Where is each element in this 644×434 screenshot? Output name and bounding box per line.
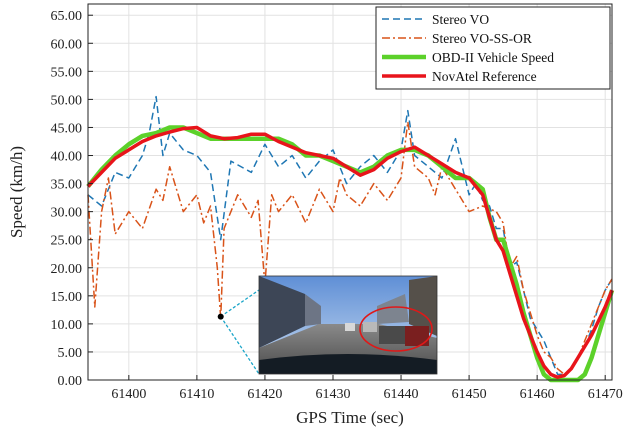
inset-border bbox=[258, 275, 438, 375]
y-tick-label: 55.00 bbox=[51, 65, 83, 80]
y-tick-label: 40.00 bbox=[51, 150, 83, 165]
inset-building-left-far bbox=[305, 294, 321, 326]
y-tick-label: 60.00 bbox=[51, 37, 83, 52]
x-tick-label: 61470 bbox=[588, 387, 623, 402]
x-tick-label: 61460 bbox=[520, 387, 555, 402]
stereo-vo-ss-or-line bbox=[87, 121, 613, 376]
callout-line-top bbox=[220, 289, 260, 318]
stereo-vo-line bbox=[87, 95, 613, 376]
y-tick-label: 5.00 bbox=[58, 346, 83, 361]
y-tick-label: 65.00 bbox=[51, 9, 83, 24]
inset-building-left bbox=[259, 276, 305, 348]
y-axis-label: Speed (km/h) bbox=[7, 146, 26, 238]
event-marker bbox=[217, 313, 224, 320]
y-tick-label: 10.00 bbox=[51, 318, 83, 333]
axis-ticks: 0.00 5.00 10.00 15.00 20.00 25.00 30.00 35.00 40… bbox=[51, 9, 623, 402]
x-tick-label: 61450 bbox=[452, 387, 487, 402]
y-tick-label: 35.00 bbox=[51, 178, 83, 193]
legend-label-stereo-vo: Stereo VO bbox=[432, 12, 489, 27]
legend-label-novatel-reference: NovAtel Reference bbox=[432, 69, 537, 84]
x-tick-label: 61430 bbox=[315, 387, 350, 402]
y-tick-label: 15.00 bbox=[51, 290, 83, 305]
legend: Stereo VO Stereo VO-SS-OR OBD-II Vehicle S… bbox=[375, 6, 611, 90]
x-tick-label: 61400 bbox=[111, 387, 146, 402]
inset-vehicle-hood bbox=[259, 354, 437, 374]
camera-inset bbox=[217, 275, 438, 375]
inset-building-right bbox=[377, 294, 409, 324]
inset-car bbox=[379, 326, 405, 344]
inset-highlight-ellipse bbox=[359, 306, 433, 352]
callout-line-bottom bbox=[220, 316, 260, 375]
inset-car bbox=[345, 323, 355, 331]
y-tick-label: 45.00 bbox=[51, 121, 83, 136]
legend-label-obd-speed: OBD-II Vehicle Speed bbox=[432, 50, 554, 65]
x-tick-label: 61410 bbox=[179, 387, 214, 402]
x-tick-label: 61440 bbox=[384, 387, 419, 402]
y-tick-label: 50.00 bbox=[51, 93, 83, 108]
x-tick-label: 61420 bbox=[247, 387, 282, 402]
inset-car bbox=[405, 326, 429, 346]
y-tick-label: 30.00 bbox=[51, 206, 83, 221]
y-tick-label: 0.00 bbox=[58, 374, 83, 389]
inset-car bbox=[363, 322, 377, 332]
novatel-reference-line bbox=[86, 125, 614, 379]
plot-frame bbox=[87, 3, 613, 381]
x-axis-label: GPS Time (sec) bbox=[296, 408, 404, 427]
y-tick-label: 20.00 bbox=[51, 262, 83, 277]
legend-label-stereo-vo-ss-or: Stereo VO-SS-OR bbox=[432, 31, 532, 46]
y-tick-label: 25.00 bbox=[51, 234, 83, 249]
